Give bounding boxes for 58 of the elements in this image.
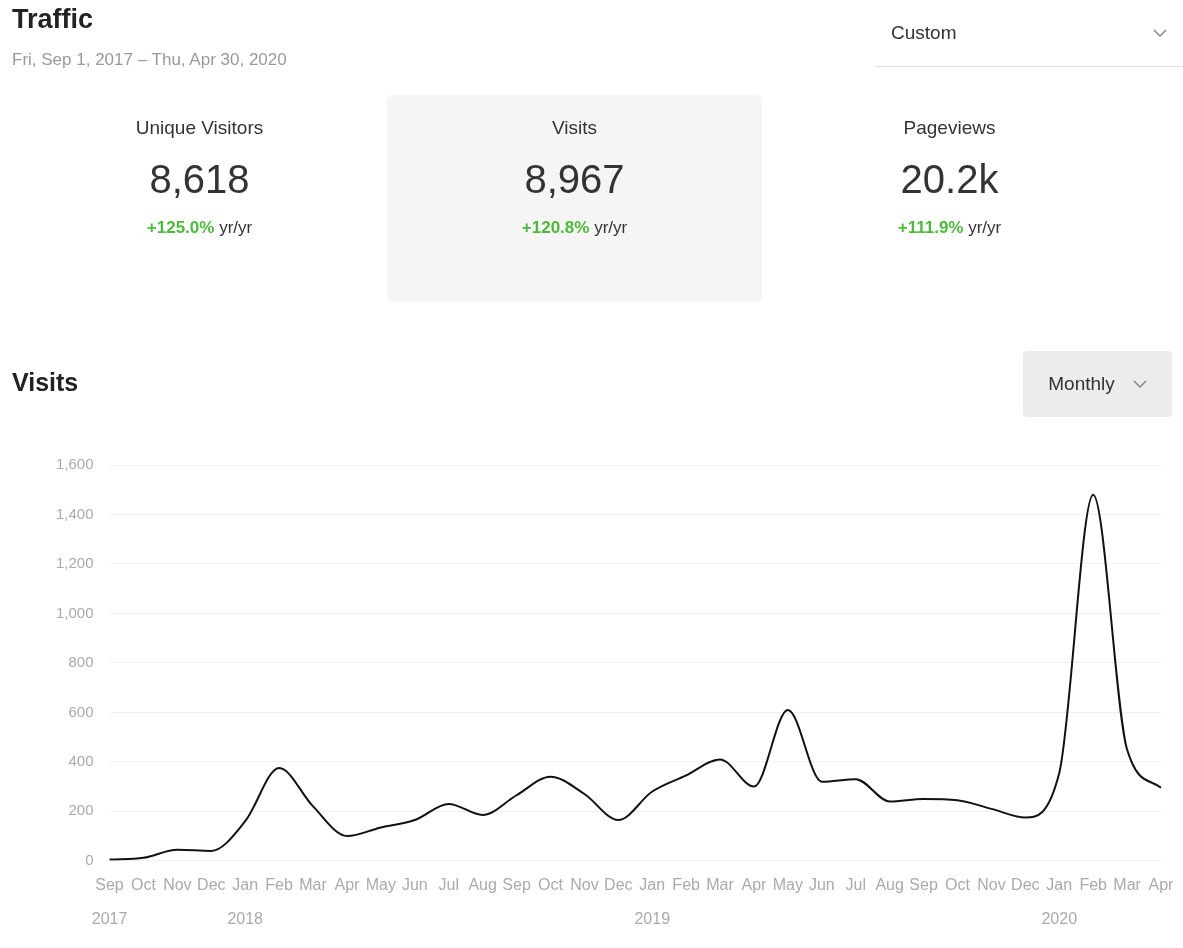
x-tick-label: May xyxy=(365,876,396,894)
x-tick-label: Apr xyxy=(741,876,768,894)
x-tick-label: Jul xyxy=(845,876,866,894)
text: Custom xyxy=(891,22,957,44)
x-tick-label: Nov xyxy=(570,876,599,894)
x-tick-label: Jan 2020 xyxy=(1041,876,1078,927)
text: yr/yr xyxy=(968,218,1002,237)
text: Pageviews xyxy=(902,117,997,139)
text: +111.9% xyxy=(897,218,964,237)
y-tick-label: 1,000 xyxy=(55,603,94,621)
x-tick-label: Apr xyxy=(1148,876,1175,894)
x-tick-label: Sep xyxy=(909,876,938,894)
x-tick-label: Oct xyxy=(131,876,157,894)
y-tick-label: 600 xyxy=(68,702,94,720)
y-tick-label: 0 xyxy=(85,850,94,868)
text: 8,967 xyxy=(523,157,626,202)
x-tick-label: Feb xyxy=(265,876,294,894)
y-tick-label: 1,200 xyxy=(55,554,94,572)
x-tick-label: Mar xyxy=(1113,876,1142,894)
y-tick-label: 1,400 xyxy=(55,504,94,522)
x-tick-label: Aug xyxy=(468,876,497,894)
text: +125.0% xyxy=(146,218,215,237)
x-tick-label: Dec xyxy=(1011,876,1040,894)
x-tick-label: Jan 2019 xyxy=(634,876,671,927)
x-tick-label: Oct xyxy=(538,876,564,894)
x-tick-label: Feb xyxy=(1079,876,1108,894)
x-tick-label: Oct xyxy=(945,876,971,894)
text: 20.2k xyxy=(899,157,1000,202)
x-tick-label: Nov xyxy=(163,876,192,894)
x-tick-label: Dec xyxy=(197,876,226,894)
x-tick-label: Jun xyxy=(808,876,835,894)
x-tick-label: Nov xyxy=(977,876,1006,894)
x-tick-label: Feb xyxy=(672,876,701,894)
text: Traffic xyxy=(12,4,94,35)
text: +120.8% xyxy=(521,218,590,237)
x-tick-label: May xyxy=(772,876,804,894)
x-tick-label: Jan 2018 xyxy=(227,876,264,927)
x-tick-label: Mar xyxy=(299,876,328,894)
x-tick-label: Dec xyxy=(604,876,633,894)
x-tick-label: Sep xyxy=(502,876,531,894)
y-tick-label: 1,600 xyxy=(55,455,94,473)
y-tick-label: 800 xyxy=(68,653,94,671)
text: yr/yr xyxy=(594,218,628,237)
y-tick-label: 200 xyxy=(68,801,94,819)
y-tick-label: 400 xyxy=(68,751,94,769)
x-tick-label: Jun xyxy=(401,876,428,894)
x-tick-label: Mar xyxy=(706,876,735,894)
text: 8,618 xyxy=(148,157,251,202)
text: Fri, Sep 1, 2017 – Thu, Apr 30, 2020 xyxy=(12,50,287,70)
text: yr/yr xyxy=(219,218,253,237)
x-tick-label: Jul xyxy=(438,876,459,894)
text: Visits xyxy=(550,117,599,139)
x-tick-label: Aug xyxy=(875,876,904,894)
x-tick-label: Sep 2017 xyxy=(91,876,128,927)
chart-title: Visits xyxy=(12,368,79,397)
text: Unique Visitors xyxy=(134,117,265,139)
text: Monthly xyxy=(1048,373,1115,395)
x-tick-label: Apr xyxy=(334,876,361,894)
